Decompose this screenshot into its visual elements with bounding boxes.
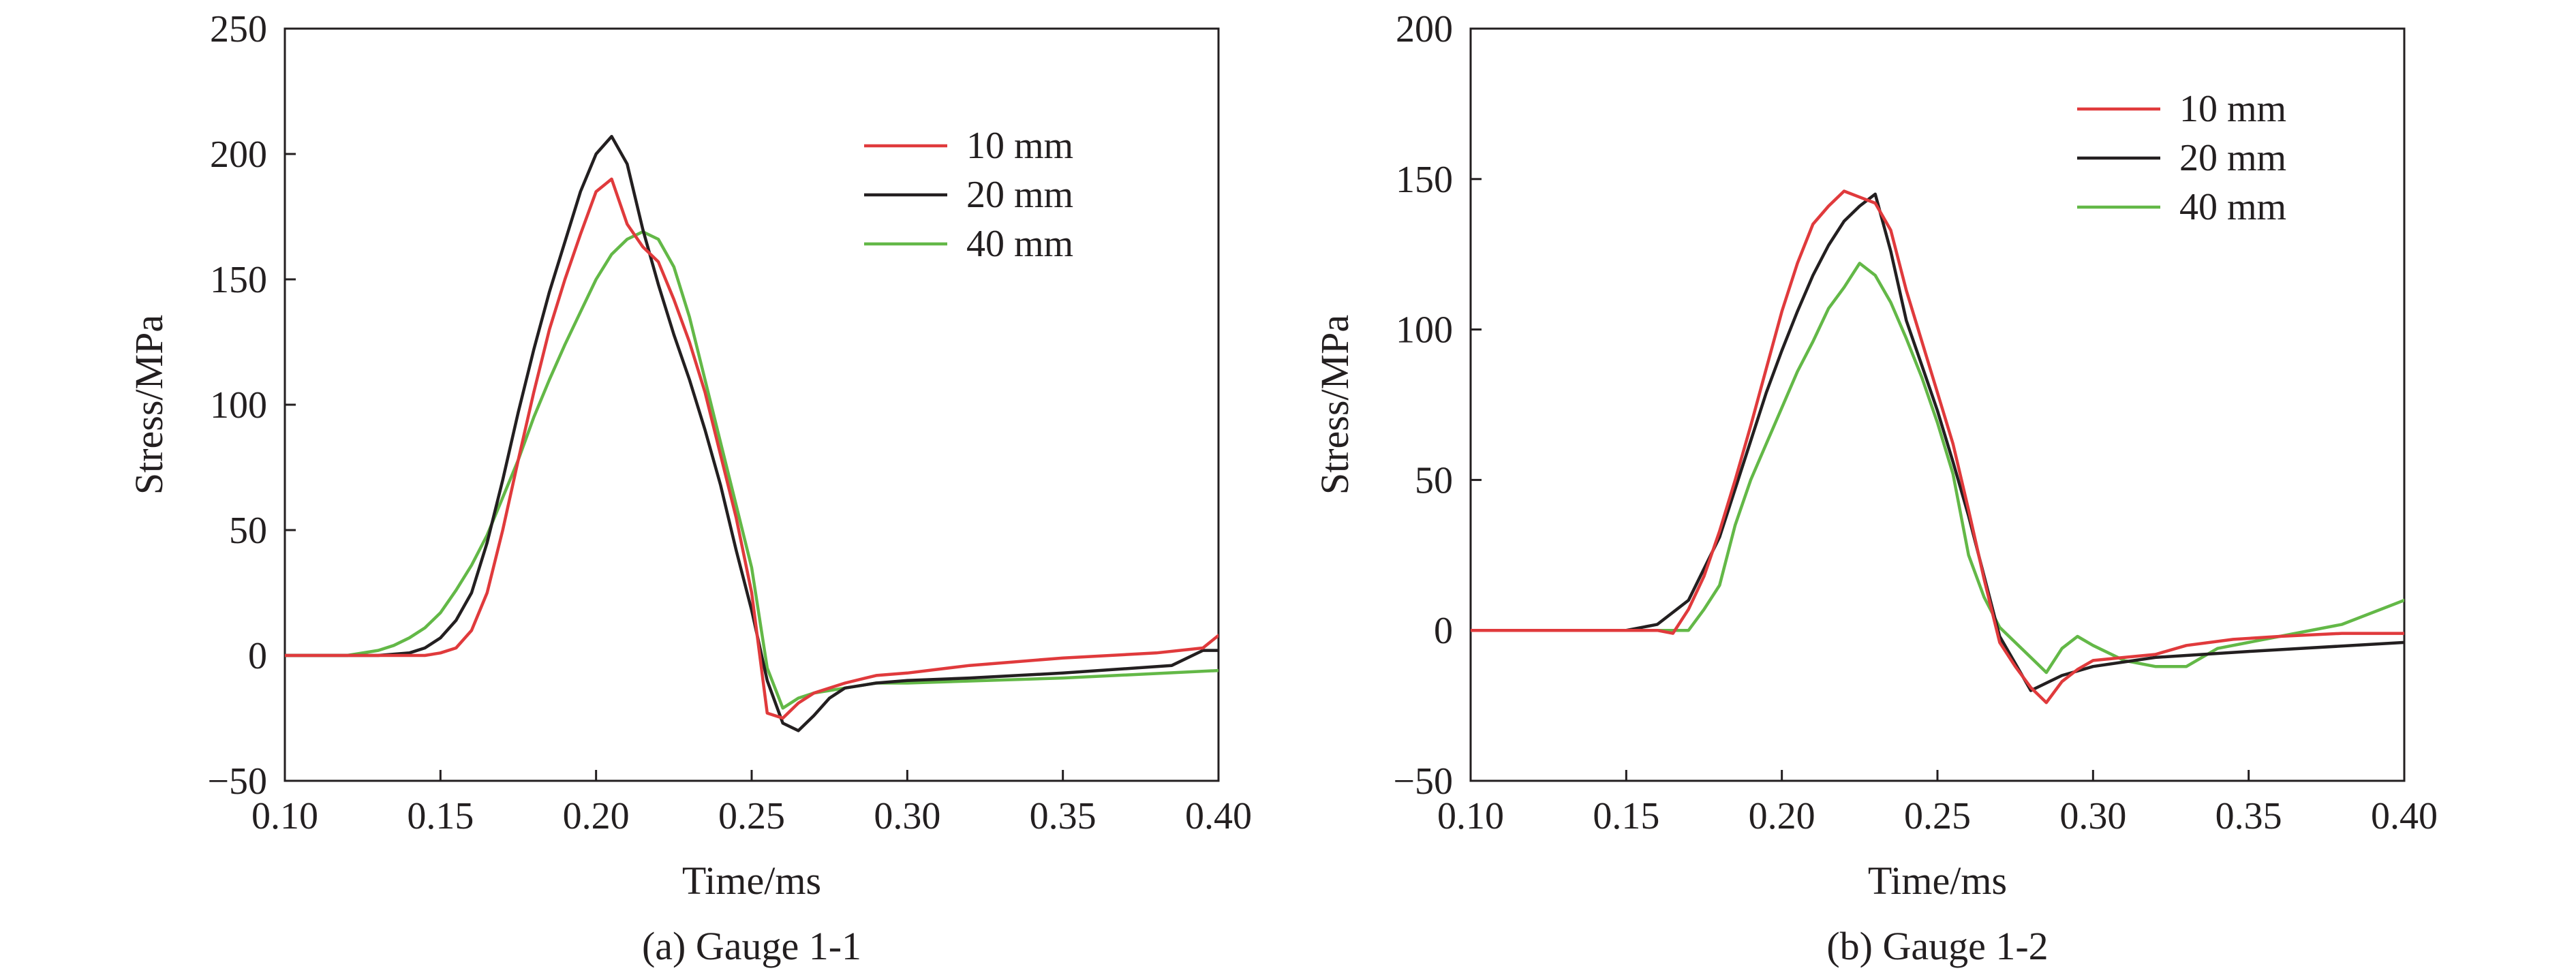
legend: 10 mm 20 mm 40 mm xyxy=(2077,88,2286,228)
x-tick-label: 0.15 xyxy=(407,795,474,837)
x-tick-label: 0.20 xyxy=(563,795,630,837)
x-tick-label: 0.30 xyxy=(2059,795,2126,837)
legend-label: 10 mm xyxy=(966,125,1073,167)
y-tick-label: −50 xyxy=(1393,760,1453,803)
x-tick-label: 0.10 xyxy=(251,795,318,837)
x-tick-label: 0.25 xyxy=(1904,795,1971,837)
x-tick-label: 0.20 xyxy=(1749,795,1815,837)
legend-label: 20 mm xyxy=(2179,137,2286,179)
panel-gauge-1-2: 0.10 0.15 0.20 0.25 0.30 0.35 0.40 −50 0 50 100 150… xyxy=(1313,8,2438,968)
series-line-10-mm xyxy=(285,177,1218,720)
y-tick-label: 250 xyxy=(210,8,267,50)
legend-label: 20 mm xyxy=(966,174,1073,216)
panel-caption: (a) Gauge 1-1 xyxy=(642,924,861,968)
series-line-40-mm xyxy=(1471,262,2404,675)
x-tick-label: 0.30 xyxy=(874,795,940,837)
y-tick-label: 100 xyxy=(1396,309,1453,352)
legend-label: 10 mm xyxy=(2179,88,2286,130)
x-tick-label: 0.40 xyxy=(1185,795,1252,837)
panel-gauge-1-1: 0.10 0.15 0.20 0.25 0.30 0.35 0.40 −50 0 50 100 150… xyxy=(127,8,1252,968)
legend-label: 40 mm xyxy=(966,223,1073,265)
x-tick-label: 0.10 xyxy=(1437,795,1504,837)
plot-frame xyxy=(283,27,1220,782)
series-group xyxy=(1471,189,2404,705)
series-group xyxy=(285,134,1218,732)
series-line-40-mm xyxy=(285,230,1218,710)
legend-label: 40 mm xyxy=(2179,186,2286,228)
legend: 10 mm 20 mm 40 mm xyxy=(864,125,1073,265)
y-tick-label: 100 xyxy=(210,384,267,427)
y-tick-label: 200 xyxy=(1396,8,1453,50)
y-tick-label: 50 xyxy=(229,510,267,552)
x-tick-label: 0.25 xyxy=(718,795,785,837)
y-axis-title: Stress/MPa xyxy=(127,315,171,495)
panel-caption: (b) Gauge 1-2 xyxy=(1826,924,2048,968)
series-line-20-mm xyxy=(285,134,1218,732)
x-axis-title: Time/ms xyxy=(682,858,821,903)
x-axis-title: Time/ms xyxy=(1868,858,2007,903)
y-tick-label: 150 xyxy=(210,259,267,301)
y-tick-label: 200 xyxy=(210,134,267,176)
y-tick-label: 50 xyxy=(1415,459,1453,501)
y-tick-label: 0 xyxy=(248,635,267,677)
y-tick-label: 150 xyxy=(1396,159,1453,201)
x-tick-label: 0.15 xyxy=(1593,795,1659,837)
series-line-10-mm xyxy=(1471,189,2404,705)
y-tick-label: −50 xyxy=(207,760,267,803)
x-tick-label: 0.35 xyxy=(2215,795,2282,837)
y-tick-label: 0 xyxy=(1434,610,1453,652)
x-tick-label: 0.40 xyxy=(2371,795,2438,837)
series-line-20-mm xyxy=(1471,192,2404,692)
y-axis-title: Stress/MPa xyxy=(1313,315,1357,495)
x-tick-label: 0.35 xyxy=(1030,795,1097,837)
